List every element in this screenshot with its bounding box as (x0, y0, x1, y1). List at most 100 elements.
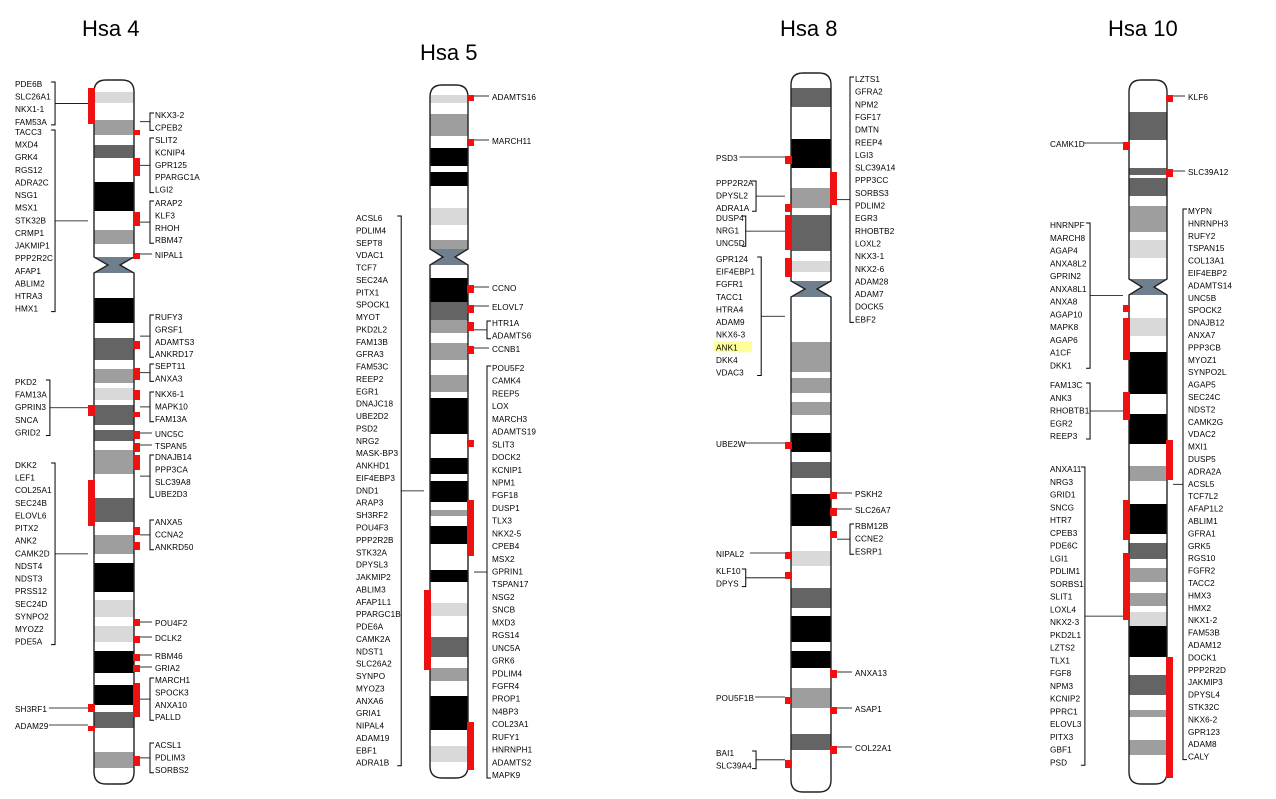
gene-label: RGS14 (492, 631, 520, 640)
gene-label: NIPAL1 (155, 251, 184, 260)
marker (1123, 500, 1130, 540)
gene-label: NKX6-1 (155, 390, 185, 399)
cytoband (94, 80, 134, 92)
marker (467, 322, 474, 331)
cytoband (791, 415, 831, 433)
marker (133, 654, 140, 661)
gene-label: DUSP1 (492, 504, 520, 513)
gene-label: DNAJC18 (356, 400, 393, 409)
gene-label: SLC39A12 (1188, 168, 1229, 177)
cytoband (94, 705, 134, 712)
gene-label: ANXA8L1 (1050, 285, 1087, 294)
cytoband (791, 526, 831, 551)
gene-label: ANK2 (15, 537, 37, 546)
gene-label: MARCH8 (1050, 234, 1086, 243)
marker (133, 455, 140, 470)
gene-label: STK32B (15, 216, 47, 225)
cytoband (430, 278, 468, 302)
marker (1123, 305, 1130, 312)
cytoband (94, 338, 134, 360)
gene-label: ADAMTS3 (155, 338, 195, 347)
gene-label: NKX2-5 (492, 529, 522, 538)
gene-label: LOX (492, 402, 509, 411)
gene-label: POU5F1B (716, 694, 754, 703)
cytoband (1129, 466, 1167, 481)
gene-label: GBF1 (1050, 746, 1072, 755)
cytoband (791, 688, 831, 708)
cytoband (1129, 258, 1167, 276)
marker (133, 683, 140, 717)
gene-label: RGS12 (15, 166, 43, 175)
gene-label: NIPAL2 (716, 550, 745, 559)
gene-label: PSD2 (356, 424, 378, 433)
gene-label: ADAM19 (356, 734, 390, 743)
gene-label: SEC24B (15, 499, 47, 508)
gene-label: NKX2-6 (855, 265, 885, 274)
marker (133, 253, 140, 259)
gene-label: CAMK4 (492, 377, 521, 386)
gene-label: ACSL6 (356, 214, 383, 223)
cytoband (94, 360, 134, 369)
gene-label: SYNPO2 (15, 612, 49, 621)
gene-label: PKD2L2 (356, 325, 387, 334)
cytoband (791, 588, 831, 608)
gene-label: MAPK8 (1050, 323, 1079, 332)
gene-bracket (45, 379, 51, 436)
gene-label: CPEB4 (492, 542, 520, 551)
marker (467, 285, 474, 293)
marker (133, 527, 140, 535)
cytoband (791, 668, 831, 688)
gene-label: KCNIP4 (155, 148, 186, 157)
cytoband (791, 608, 831, 616)
gene-label: ANXA10 (155, 701, 187, 710)
gene-bracket (149, 677, 154, 721)
gene-label: PKD2 (15, 378, 37, 387)
cytoband (791, 433, 831, 452)
gene-label: GRID2 (15, 428, 41, 437)
gene-label: POU4F2 (155, 619, 188, 628)
gene-label: DPYSL3 (356, 561, 388, 570)
gene-label: PPP3CC (855, 176, 888, 185)
marker (88, 405, 95, 416)
gene-label: SNCA (15, 416, 39, 425)
cytoband (430, 265, 468, 278)
gene-label: LOXL4 (1050, 605, 1076, 614)
centromere (791, 281, 831, 289)
gene-label: PSD3 (716, 154, 738, 163)
gene-label: VDAC2 (1188, 430, 1216, 439)
gene-label: CAMK2A (356, 635, 391, 644)
cytoband (1129, 178, 1167, 196)
gene-label: EIF4EBP3 (356, 474, 395, 483)
gene-label: SPOCK1 (356, 301, 390, 310)
gene-label: SLC39A4 (716, 762, 752, 771)
cytoband (430, 762, 468, 778)
gene-label: AGAP6 (1050, 336, 1078, 345)
gene-label: FGFR2 (1188, 567, 1216, 576)
gene-label: SEC24A (356, 276, 388, 285)
cytoband (430, 333, 468, 343)
gene-label: ESRP1 (855, 547, 883, 556)
cytoband (94, 158, 134, 182)
cytoband (791, 328, 831, 342)
cytoband (94, 642, 134, 651)
gene-bracket (149, 742, 154, 774)
gene-label: RBM46 (155, 652, 183, 661)
gene-label: DKK2 (15, 461, 37, 470)
cytoband (94, 400, 134, 405)
gene-label: MASK-BP3 (356, 449, 399, 458)
gene-label: ADAMTS6 (492, 332, 532, 341)
cytoband (791, 462, 831, 478)
gene-label: NPM2 (855, 100, 878, 109)
gene-label: HTR1A (492, 319, 520, 328)
cytoband (430, 360, 468, 375)
cytoband (430, 95, 468, 103)
gene-bracket (149, 200, 154, 244)
marker (785, 442, 792, 449)
cytoband (430, 186, 468, 208)
title-hsa8: Hsa 8 (780, 16, 837, 41)
gene-label: ANXA7 (1188, 331, 1216, 340)
gene-label: EIF4EBP2 (1188, 269, 1227, 278)
gene-label: GPRIN3 (15, 403, 46, 412)
marker (467, 95, 474, 101)
gene-label: PALLD (155, 713, 181, 722)
